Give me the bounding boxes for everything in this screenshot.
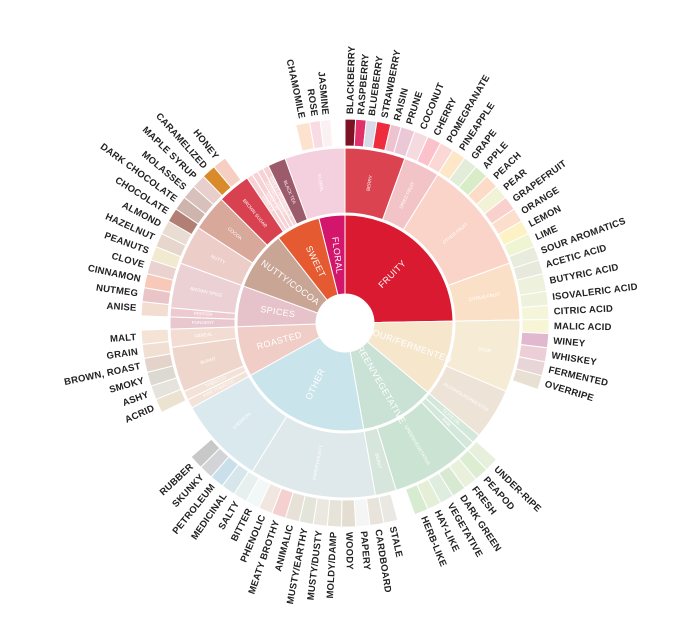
outer-segment-woody [340, 499, 357, 528]
middle-label-cereal: CEREAL [194, 332, 213, 339]
outer-segment-jasmine [319, 118, 334, 148]
outer-ring [140, 118, 550, 528]
outer-segment-papery [353, 498, 371, 528]
outer-label-malt: MALT [110, 332, 137, 345]
outer-label-isovaleric-acid: ISOVALERIC ACID [552, 282, 639, 303]
middle-label-brown-spice: BROWN SPICE [190, 286, 223, 298]
outer-label-raspberry: RASPBERRY [356, 53, 372, 115]
outer-label-blackberry: BLACKBERRY [345, 45, 358, 114]
middle-segment-floral [284, 147, 346, 221]
outer-label-winey: WINEY [553, 336, 586, 350]
middle-label-floral: FLORAL [317, 174, 325, 193]
center-hole [316, 294, 374, 352]
outer-label-nutmeg: NUTMEG [95, 283, 138, 300]
outer-label-stale: STALE [387, 525, 405, 558]
outer-segment-malt [140, 328, 170, 345]
middle-label-raw: RAW [441, 417, 453, 428]
inner-label-floral: FLORAL [330, 236, 344, 274]
outer-segment-herb-like [404, 484, 429, 516]
middle-ring [169, 147, 521, 499]
outer-label-woody: WOODY [343, 532, 355, 571]
middle-label-pungent: PUNGENT [192, 320, 215, 325]
outer-segment-overripe [511, 368, 543, 391]
outer-segment-honey [213, 157, 242, 189]
outer-label-citric-acid: CITRIC ACID [553, 303, 613, 317]
outer-label-chamomile: CHAMOMILE [284, 58, 307, 119]
middle-label-papery-musty: PAPERY/MUSTY [312, 444, 324, 480]
outer-label-jasmine: JASMINE [315, 71, 330, 115]
outer-label-musty-dusty: MUSTY/DUSTY [306, 529, 326, 601]
middle-label-berry: BERRY [366, 175, 374, 191]
outer-label-malic-acid: MALIC ACID [554, 321, 612, 333]
outer-segment-malic-acid [521, 318, 550, 335]
middle-label-pepper: PEPPER [194, 311, 214, 317]
middle-label-beany: BEANY [374, 453, 382, 469]
outer-label-rose: ROSE [305, 88, 320, 117]
middle-label-burnt: BURNT [200, 356, 217, 365]
middle-label-sour: SOUR [477, 346, 492, 354]
outer-label-anise: ANISE [106, 301, 137, 314]
outer-label-moldy-damp: MOLDY/DAMP [325, 531, 340, 599]
outer-segment-citric-acid [520, 304, 550, 321]
middle-label-nutty: NUTTY [210, 254, 226, 265]
outer-label-papery: PAPERY [358, 531, 372, 571]
outer-label-grain: GRAIN [106, 347, 139, 362]
outer-segment-rubber [190, 438, 221, 468]
middle-label-citrus-fruit: CITRUS FRUIT [468, 291, 500, 302]
